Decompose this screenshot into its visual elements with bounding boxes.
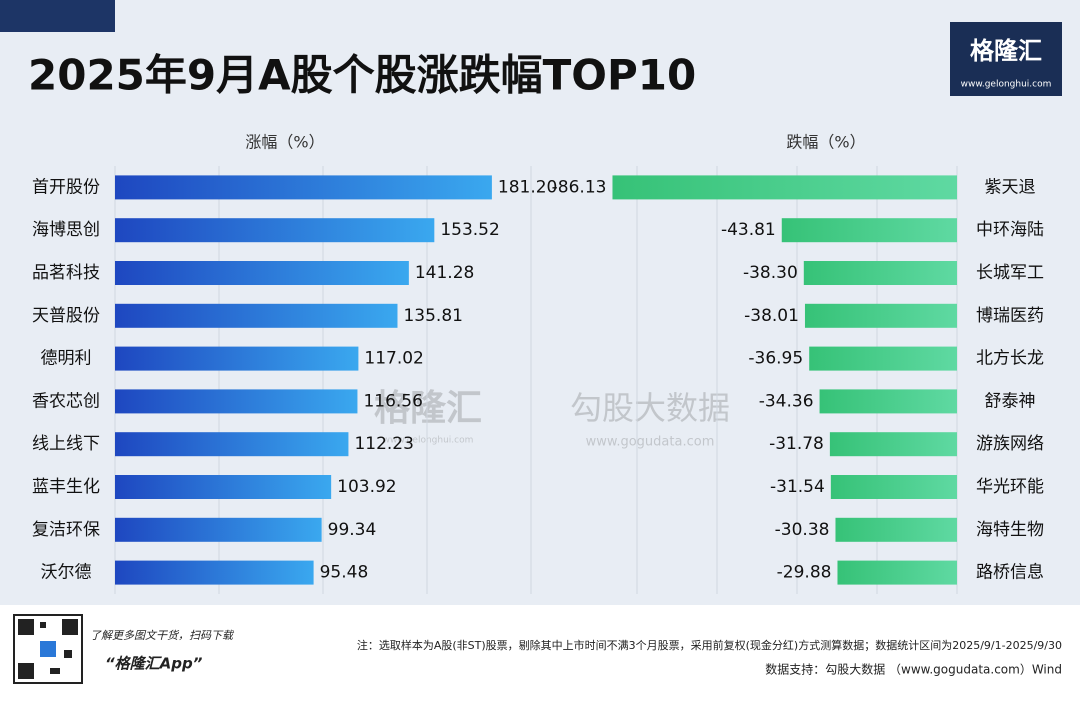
value-label: -31.78 <box>769 434 824 454</box>
bar <box>115 432 349 457</box>
corner-block <box>0 0 115 32</box>
category-label: 华光环能 <box>976 477 1044 497</box>
bar <box>115 475 332 499</box>
category-label: 游族网络 <box>976 434 1044 454</box>
logo-box <box>950 22 1062 96</box>
category-label: 舒泰神 <box>985 391 1036 411</box>
bar <box>830 475 957 499</box>
footer-source: 数据支持：勾股大数据 （www.gogudata.com）Wind <box>765 662 1062 677</box>
category-label: 复洁环保 <box>32 520 100 540</box>
qr-code <box>13 614 83 684</box>
category-label: 天普股份 <box>32 306 100 326</box>
axis-title: 跌幅（%） <box>786 133 865 152</box>
bar <box>115 517 322 542</box>
category-label: 德明利 <box>41 349 92 369</box>
category-label: 首开股份 <box>32 177 100 197</box>
bar <box>612 175 957 200</box>
category-label: 路桥信息 <box>976 563 1044 583</box>
axis-title: 涨幅（%） <box>245 133 324 152</box>
category-label: 北方长龙 <box>976 349 1044 369</box>
value-label: 181.20 <box>498 177 557 197</box>
watermark-data: 勾股大数据 <box>570 389 730 427</box>
bar <box>803 261 957 285</box>
value-label: -30.38 <box>775 520 830 540</box>
category-label: 海博思创 <box>32 220 100 240</box>
title: 2025年9月A股个股涨跌幅TOP10 <box>28 51 696 100</box>
bar <box>829 432 957 457</box>
bar <box>835 517 957 542</box>
bar <box>115 303 398 328</box>
bar <box>809 346 957 371</box>
bar <box>115 560 314 585</box>
value-label: 95.48 <box>320 563 369 583</box>
value-label: -43.81 <box>721 220 776 240</box>
watermark-url: www.gelonghui.com <box>383 436 474 446</box>
category-label: 紫天退 <box>985 177 1036 197</box>
value-label: -38.30 <box>743 263 798 283</box>
bar <box>819 389 957 414</box>
watermark-data-url: www.gogudata.com <box>586 435 715 450</box>
category-label: 香农芯创 <box>32 391 100 411</box>
value-label: 103.92 <box>337 477 396 497</box>
category-label: 中环海陆 <box>976 220 1044 240</box>
value-label: -36.95 <box>748 349 803 369</box>
value-label: 135.81 <box>403 306 462 326</box>
bar <box>115 261 409 285</box>
category-label: 博瑞医药 <box>976 306 1044 326</box>
bar <box>804 303 957 328</box>
category-label: 线上线下 <box>32 434 100 454</box>
category-label: 长城军工 <box>976 263 1044 283</box>
logo-url: www.gelonghui.com <box>961 80 1052 90</box>
bar <box>115 389 358 414</box>
value-label: -38.01 <box>744 306 799 326</box>
logo: 格隆汇 <box>970 37 1042 65</box>
value-label: -34.36 <box>759 391 814 411</box>
footer-promo: 了解更多图文干货，扫码下载 <box>90 629 235 642</box>
footer-note: 注：选取样本为A股(非ST)股票，剔除其中上市时间不满3个月股票，采用前复权(现… <box>357 638 1062 652</box>
value-label: 116.56 <box>363 391 422 411</box>
value-label: -31.54 <box>770 477 825 497</box>
category-label: 沃尔德 <box>41 563 92 583</box>
value-label: 153.52 <box>440 220 499 240</box>
bar <box>115 346 359 371</box>
category-label: 蓝丰生化 <box>32 477 100 497</box>
value-label: 99.34 <box>328 520 377 540</box>
footer-app: “格隆汇App” <box>105 655 203 673</box>
value-label: 112.23 <box>354 434 413 454</box>
bar <box>115 218 435 243</box>
bar <box>837 560 957 585</box>
value-label: 117.02 <box>364 349 423 369</box>
category-label: 品茗科技 <box>32 263 100 283</box>
category-label: 海特生物 <box>976 520 1044 540</box>
watermark-brand: 格隆汇 <box>374 388 482 429</box>
bar <box>781 218 957 243</box>
value-label: -29.88 <box>777 563 832 583</box>
bar <box>115 175 492 200</box>
watermark: 格隆汇 www.gelonghui.com 勾股大数据 www.gogudata… <box>374 388 730 450</box>
footer-band <box>0 605 1080 702</box>
value-label: 141.28 <box>415 263 474 283</box>
value-label: -86.13 <box>552 177 607 197</box>
